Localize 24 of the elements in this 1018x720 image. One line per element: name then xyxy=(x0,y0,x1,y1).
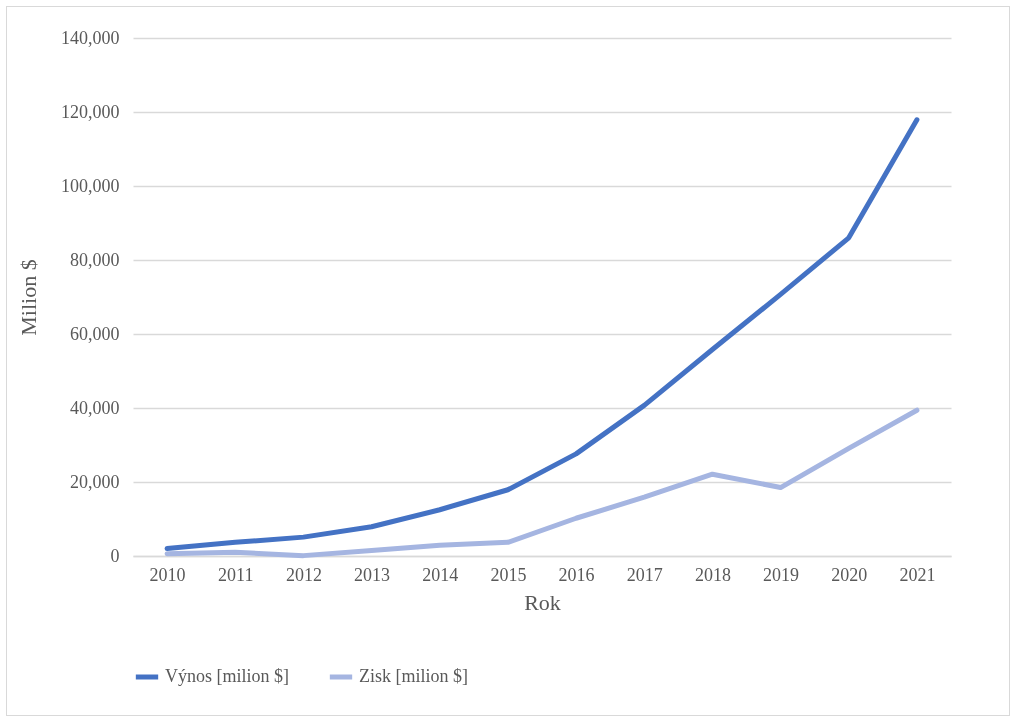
x-tick-label: 2010 xyxy=(149,564,186,585)
x-tick-label: 2012 xyxy=(285,564,322,585)
y-tick-label: 0 xyxy=(110,545,120,566)
y-tick-label: 40,000 xyxy=(70,397,120,418)
y-tick-label: 100,000 xyxy=(61,175,120,196)
legend-label: Zisk [milion $] xyxy=(359,666,468,686)
y-tick-label: 60,000 xyxy=(70,323,120,344)
x-tick-label: 2020 xyxy=(831,564,868,585)
x-tick-label: 2013 xyxy=(354,564,391,585)
x-tick-label: 2021 xyxy=(899,564,936,585)
x-tick-label: 2011 xyxy=(218,564,254,585)
x-tick-label: 2016 xyxy=(558,564,595,585)
y-tick-label: 140,000 xyxy=(61,27,120,48)
x-tick-label: 2019 xyxy=(763,564,800,585)
legend-label: Výnos [milion $] xyxy=(165,666,289,686)
x-tick-label: 2015 xyxy=(490,564,527,585)
x-axis-title: Rok xyxy=(524,589,561,615)
y-tick-label: 20,000 xyxy=(70,471,120,492)
x-tick-label: 2014 xyxy=(422,564,459,585)
y-tick-label: 80,000 xyxy=(70,249,120,270)
y-axis-title: Milion $ xyxy=(16,259,41,336)
y-tick-label: 120,000 xyxy=(61,101,120,122)
x-tick-label: 2018 xyxy=(694,564,731,585)
x-tick-label: 2017 xyxy=(626,564,663,585)
